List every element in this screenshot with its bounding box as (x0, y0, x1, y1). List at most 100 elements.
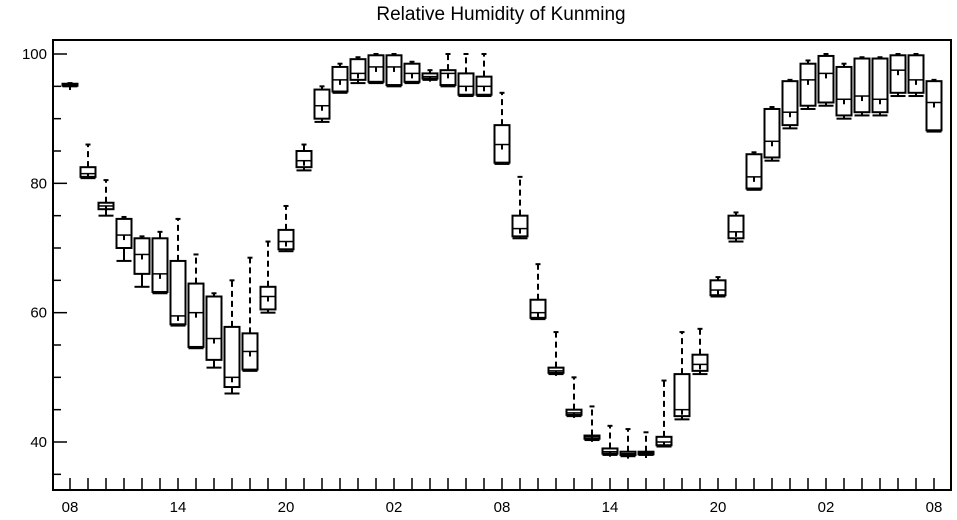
iqr-box (691, 353, 709, 372)
x-tick-label: 02 (386, 499, 403, 516)
chart-title: Relative Humidity of Kunming (376, 4, 626, 25)
box-21 (439, 53, 457, 88)
iqr-box (385, 54, 403, 87)
iqr-box (799, 62, 817, 107)
box-8 (205, 292, 223, 369)
iqr-box (529, 298, 547, 319)
iqr-box (259, 285, 277, 311)
box-2 (97, 179, 115, 217)
iqr-box (727, 214, 745, 240)
box-33 (655, 379, 673, 448)
iqr-box (763, 107, 781, 159)
plot-border (52, 39, 952, 491)
iqr-box (889, 54, 907, 94)
x-tick-label: 02 (818, 499, 835, 516)
box-10 (241, 256, 259, 372)
box-28 (565, 376, 583, 418)
y-tick-label: 80 (30, 175, 47, 192)
iqr-box (457, 72, 475, 96)
box-31 (619, 428, 637, 459)
iqr-box (223, 325, 241, 389)
y-tick-label: 40 (30, 434, 47, 451)
box-14 (313, 85, 331, 123)
box-5 (151, 230, 169, 295)
box-32 (637, 431, 655, 458)
y-tick-label: 100 (22, 46, 47, 63)
iqr-box (745, 153, 763, 190)
box-11 (259, 240, 277, 314)
iqr-box (205, 295, 223, 361)
iqr-box (349, 58, 367, 81)
box-34 (673, 331, 691, 421)
box-13 (295, 143, 313, 172)
y-tick-label: 60 (30, 305, 47, 322)
x-tick-label: 08 (494, 499, 511, 516)
box-38 (745, 151, 763, 191)
iqr-box (835, 65, 853, 117)
plot-frame (52, 39, 952, 491)
iqr-box (907, 54, 925, 94)
box-17 (367, 53, 385, 85)
iqr-box (295, 150, 313, 169)
y-axis: 40 60 80 100 (22, 46, 67, 476)
x-tick-label: 20 (278, 499, 295, 516)
box-40 (781, 78, 799, 130)
box-35 (691, 327, 709, 376)
box-6 (169, 217, 187, 327)
iqr-box (277, 228, 295, 251)
box-9 (223, 279, 241, 395)
iqr-box (169, 259, 187, 326)
box-47 (907, 53, 925, 98)
box-30 (601, 424, 619, 457)
box-16 (349, 56, 367, 85)
box-43 (835, 62, 853, 120)
box-36 (709, 276, 727, 298)
box-4 (133, 235, 151, 288)
box-27 (547, 331, 565, 376)
iqr-box (871, 57, 889, 114)
box-42 (817, 53, 835, 107)
iqr-box (511, 214, 529, 238)
box-18 (385, 53, 403, 88)
iqr-box (439, 69, 457, 87)
iqr-box (781, 80, 799, 127)
iqr-box (133, 237, 151, 275)
iqr-box (313, 88, 331, 120)
box-41 (799, 59, 817, 110)
x-tick-label: 14 (170, 499, 187, 516)
box-24 (493, 91, 511, 165)
iqr-box (709, 279, 727, 297)
box-48 (925, 78, 943, 133)
iqr-box (817, 54, 835, 104)
box-3 (115, 215, 133, 262)
iqr-box (673, 373, 691, 418)
x-tick-label: 20 (710, 499, 727, 516)
box-39 (763, 106, 781, 162)
box-44 (853, 56, 871, 117)
box-20 (421, 69, 439, 82)
box-series (61, 53, 943, 459)
box-15 (331, 62, 349, 94)
box-7 (187, 253, 205, 350)
iqr-box (115, 217, 133, 249)
x-axis: 08 14 20 02 08 14 20 02 08 (62, 478, 943, 516)
box-45 (871, 56, 889, 117)
box-12 (277, 204, 295, 253)
box-46 (889, 53, 907, 98)
box-29 (583, 405, 601, 442)
iqr-box (187, 282, 205, 348)
box-26 (529, 263, 547, 321)
box-0 (61, 82, 79, 91)
box-1 (79, 143, 97, 180)
iqr-box (853, 57, 871, 114)
iqr-box (151, 237, 169, 293)
box-23 (475, 53, 493, 98)
x-tick-label: 14 (602, 499, 619, 516)
iqr-box (925, 80, 943, 132)
box-25 (511, 175, 529, 240)
x-tick-label: 08 (926, 499, 943, 516)
iqr-box (367, 54, 385, 83)
box-37 (727, 211, 745, 243)
box-22 (457, 53, 475, 98)
